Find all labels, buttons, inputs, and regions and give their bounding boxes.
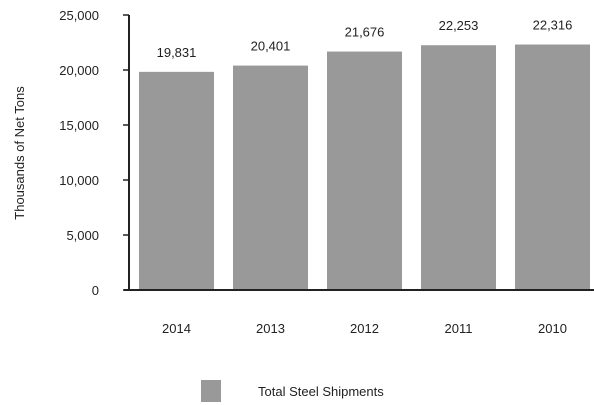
x-tick-label-2010: 2010 — [538, 321, 567, 336]
y-axis-ticks: 0 5,000 10,000 15,000 20,000 25,000 — [59, 8, 129, 298]
bar-2012 — [327, 51, 402, 291]
data-label-2011: 22,253 — [439, 18, 479, 33]
legend: Total Steel Shipments — [201, 380, 384, 402]
data-label-2012: 21,676 — [345, 25, 385, 40]
x-tick-label-2012: 2012 — [350, 321, 379, 336]
y-tick-label: 10,000 — [59, 173, 99, 188]
y-axis-title: Thousands of Net Tons — [12, 86, 27, 220]
data-label-2010: 22,316 — [533, 18, 573, 33]
y-tick-label: 15,000 — [59, 118, 99, 133]
bar-2014 — [139, 71, 214, 290]
legend-swatch — [201, 380, 221, 402]
x-tick-label-2011: 2011 — [445, 321, 473, 336]
y-tick-label: 5,000 — [66, 228, 99, 243]
data-label-2014: 19,831 — [157, 45, 197, 60]
data-label-2013: 20,401 — [251, 39, 291, 54]
legend-label: Total Steel Shipments — [258, 384, 384, 399]
bar-2011 — [421, 45, 496, 291]
y-tick-label: 25,000 — [59, 8, 99, 23]
bar-2013 — [233, 65, 308, 291]
bars — [139, 44, 590, 291]
data-labels: 19,831 20,401 21,676 22,253 22,316 — [157, 18, 573, 60]
x-axis-ticks: 2014 2013 2012 2011 2010 — [162, 321, 567, 336]
x-tick-label-2014: 2014 — [162, 321, 191, 336]
y-tick-label: 20,000 — [59, 63, 99, 78]
bar-2010 — [515, 44, 590, 290]
x-tick-label-2013: 2013 — [256, 321, 285, 336]
y-tick-label: 0 — [92, 283, 99, 298]
